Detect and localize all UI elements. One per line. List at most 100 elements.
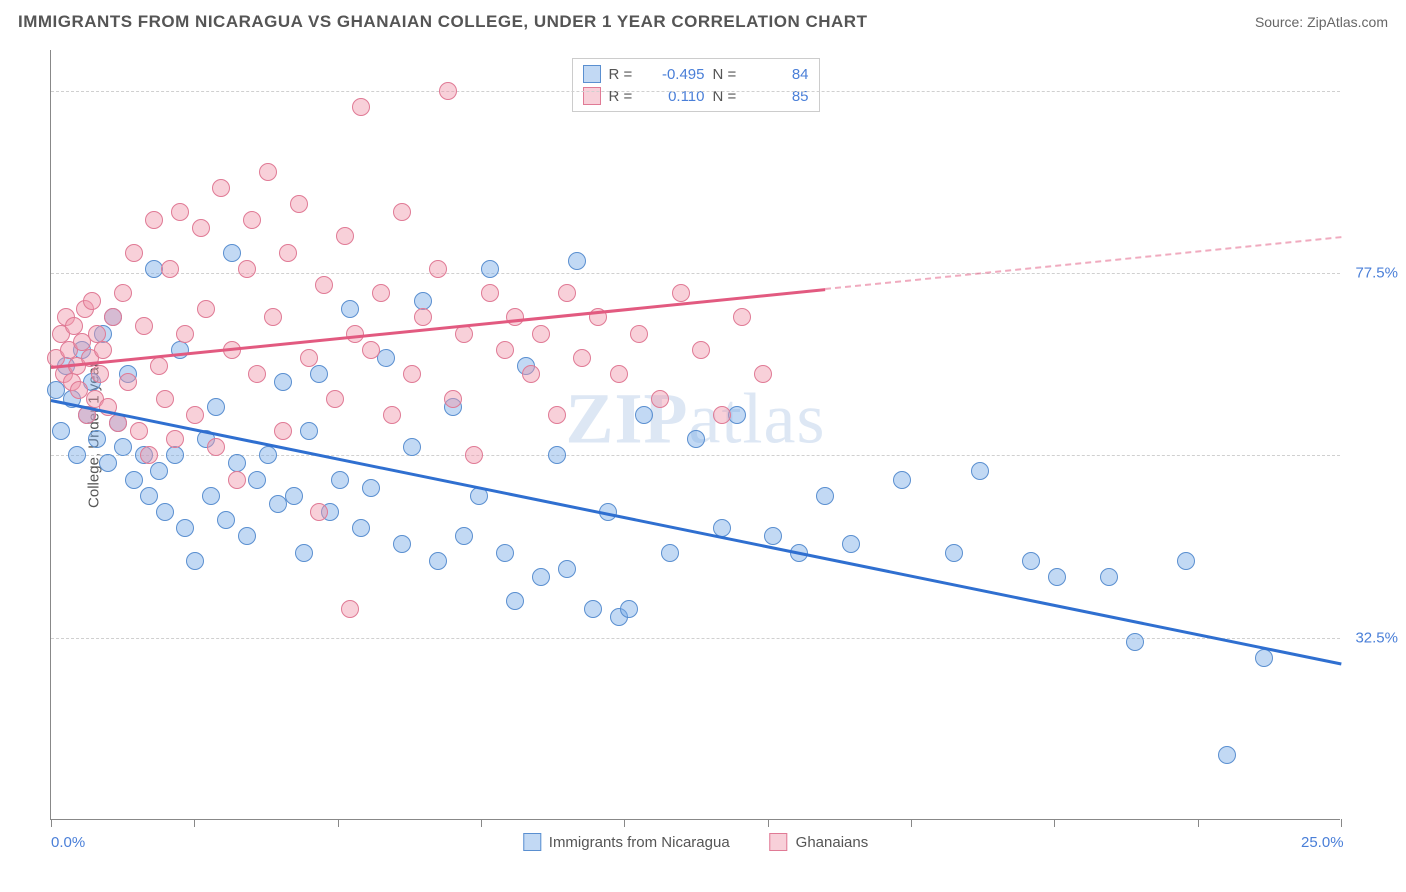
scatter-point — [341, 600, 359, 618]
legend-swatch-series2 — [770, 833, 788, 851]
scatter-point — [310, 365, 328, 383]
scatter-point — [295, 544, 313, 562]
legend-label-series2: Ghanaians — [796, 834, 869, 851]
scatter-point — [362, 479, 380, 497]
scatter-point — [192, 219, 210, 237]
scatter-point — [166, 446, 184, 464]
x-tick — [1198, 819, 1199, 827]
gridline — [51, 638, 1340, 639]
scatter-point — [145, 211, 163, 229]
scatter-point — [1255, 649, 1273, 667]
scatter-point — [971, 462, 989, 480]
scatter-point — [610, 365, 628, 383]
trend-line-extrapolated — [825, 236, 1341, 290]
scatter-point — [207, 398, 225, 416]
scatter-point — [352, 98, 370, 116]
legend-n-label: N = — [713, 66, 741, 83]
scatter-point — [393, 203, 411, 221]
scatter-point — [945, 544, 963, 562]
scatter-point — [635, 406, 653, 424]
scatter-point — [248, 471, 266, 489]
scatter-point — [140, 487, 158, 505]
x-tick-label: 0.0% — [51, 834, 85, 851]
scatter-point — [202, 487, 220, 505]
legend-swatch-series1 — [523, 833, 541, 851]
chart-header: IMMIGRANTS FROM NICARAGUA VS GHANAIAN CO… — [18, 12, 1388, 32]
scatter-point — [429, 260, 447, 278]
scatter-point — [532, 568, 550, 586]
scatter-point — [207, 438, 225, 456]
scatter-point — [125, 244, 143, 262]
scatter-point — [212, 179, 230, 197]
scatter-point — [620, 600, 638, 618]
scatter-point — [692, 341, 710, 359]
legend-swatch-series1 — [583, 65, 601, 83]
legend-n-value-1: 84 — [749, 66, 809, 83]
scatter-point — [176, 519, 194, 537]
scatter-point — [1126, 633, 1144, 651]
scatter-point — [238, 260, 256, 278]
x-tick — [338, 819, 339, 827]
scatter-point — [1048, 568, 1066, 586]
scatter-point — [444, 390, 462, 408]
scatter-point — [414, 308, 432, 326]
scatter-point — [687, 430, 705, 448]
scatter-point — [651, 390, 669, 408]
scatter-point — [331, 471, 349, 489]
x-tick — [911, 819, 912, 827]
scatter-point — [94, 341, 112, 359]
scatter-point — [186, 406, 204, 424]
scatter-point — [403, 438, 421, 456]
scatter-point — [733, 308, 751, 326]
scatter-point — [176, 325, 194, 343]
scatter-point — [429, 552, 447, 570]
scatter-point — [630, 325, 648, 343]
scatter-point — [140, 446, 158, 464]
scatter-point — [326, 390, 344, 408]
scatter-point — [816, 487, 834, 505]
scatter-point — [52, 422, 70, 440]
x-tick — [481, 819, 482, 827]
scatter-point — [223, 244, 241, 262]
scatter-point — [506, 308, 524, 326]
scatter-point — [161, 260, 179, 278]
scatter-point — [1177, 552, 1195, 570]
scatter-point — [274, 422, 292, 440]
scatter-point — [300, 349, 318, 367]
scatter-point — [171, 203, 189, 221]
scatter-point — [217, 511, 235, 529]
scatter-point — [764, 527, 782, 545]
source-attribution: Source: ZipAtlas.com — [1255, 14, 1388, 30]
scatter-point — [573, 349, 591, 367]
scatter-point — [83, 292, 101, 310]
scatter-point — [300, 422, 318, 440]
legend-item-series2: Ghanaians — [770, 833, 869, 851]
scatter-point — [336, 227, 354, 245]
y-tick-label: 77.5% — [1355, 264, 1398, 281]
scatter-point — [290, 195, 308, 213]
scatter-point — [186, 552, 204, 570]
scatter-point — [548, 406, 566, 424]
scatter-point — [481, 284, 499, 302]
scatter-point — [156, 503, 174, 521]
x-tick — [1341, 819, 1342, 827]
chart-title: IMMIGRANTS FROM NICARAGUA VS GHANAIAN CO… — [18, 12, 867, 32]
watermark-atlas: atlas — [689, 379, 826, 459]
scatter-point — [279, 244, 297, 262]
scatter-point — [274, 373, 292, 391]
scatter-point — [372, 284, 390, 302]
scatter-point — [166, 430, 184, 448]
legend-correlation: R = -0.495 N = 84 R = 0.110 N = 85 — [572, 58, 820, 112]
scatter-point — [150, 462, 168, 480]
scatter-point — [893, 471, 911, 489]
legend-label-series1: Immigrants from Nicaragua — [549, 834, 730, 851]
scatter-point — [114, 438, 132, 456]
scatter-point — [481, 260, 499, 278]
scatter-point — [1218, 746, 1236, 764]
x-tick — [1054, 819, 1055, 827]
scatter-point — [341, 300, 359, 318]
scatter-point — [91, 365, 109, 383]
scatter-point — [150, 357, 168, 375]
scatter-point — [558, 284, 576, 302]
scatter-point — [135, 317, 153, 335]
